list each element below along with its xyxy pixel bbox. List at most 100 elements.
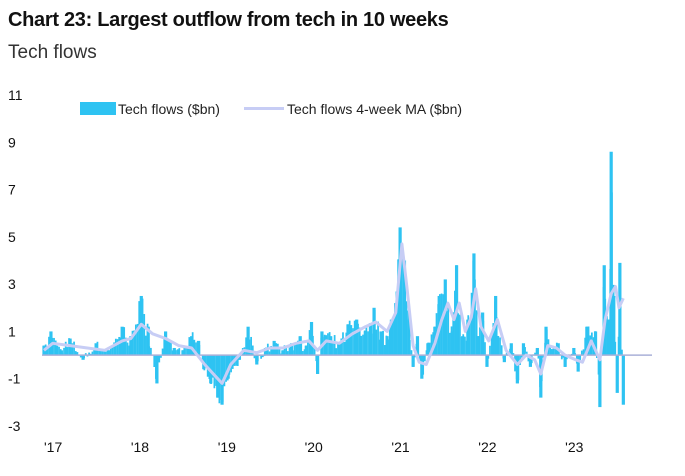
flow-bar <box>534 352 536 356</box>
flow-bar <box>484 342 486 356</box>
flow-bar <box>54 340 57 356</box>
flow-bar <box>251 345 254 356</box>
flow-bar <box>295 342 298 356</box>
flow-bar <box>309 321 314 356</box>
flow-bar <box>410 350 413 356</box>
flow-bar <box>150 347 152 356</box>
flow-bar <box>415 336 420 356</box>
flow-bar <box>223 355 226 387</box>
flow-bar <box>528 355 532 367</box>
flow-bar <box>550 350 554 356</box>
flow-bar <box>281 350 285 356</box>
flow-bar <box>329 336 333 356</box>
flow-bar <box>263 347 268 356</box>
flow-bar <box>107 350 111 356</box>
flow-bar <box>466 319 470 356</box>
flow-bar <box>164 331 168 356</box>
flow-bar <box>307 340 309 356</box>
flow-bar <box>443 279 447 356</box>
flow-bar <box>402 260 407 356</box>
flow-bar <box>602 265 606 356</box>
flow-bar <box>372 307 376 356</box>
flow-bar <box>497 335 500 356</box>
flow-bar <box>56 345 59 356</box>
flow-bar <box>542 355 545 358</box>
flow-bar <box>524 347 526 356</box>
chart-subtitle: Tech flows <box>8 42 97 63</box>
flow-bar <box>76 352 79 356</box>
flow-bar <box>560 355 563 360</box>
flow-bar <box>521 343 526 356</box>
flow-bar <box>98 349 100 356</box>
flow-bar <box>293 344 296 356</box>
flow-bar <box>46 346 49 356</box>
flow-bar <box>237 355 242 360</box>
flow-bar <box>278 349 281 356</box>
flow-bar <box>172 347 176 356</box>
flow-bar <box>539 355 543 398</box>
flow-bar <box>621 355 625 405</box>
flow-bar <box>490 332 493 356</box>
flow-bar <box>476 336 480 356</box>
flow-bar <box>327 333 329 356</box>
flow-bar <box>428 342 431 356</box>
flow-bar <box>621 349 623 356</box>
flow-bar <box>216 355 220 398</box>
flow-bar <box>512 353 515 356</box>
x-tick-label: '18 <box>131 439 149 455</box>
x-axis: '17 '18 '19 '20 '21 '22 '23 <box>44 439 584 455</box>
flow-bar <box>576 355 580 372</box>
flow-bar <box>211 355 214 378</box>
flow-bar <box>525 351 528 356</box>
flow-bar <box>360 335 363 356</box>
flow-bar <box>499 337 501 356</box>
flow-bar <box>398 227 402 356</box>
flow-bar <box>394 303 398 356</box>
flow-bar <box>563 355 567 367</box>
flow-bar <box>420 355 424 379</box>
y-tick-label: 1 <box>8 323 16 339</box>
flow-bar <box>283 345 286 356</box>
flow-bar <box>388 326 391 356</box>
flow-bar <box>572 347 576 356</box>
y-axis: 11 9 7 5 3 1 -1 -3 <box>8 87 23 434</box>
flow-bar <box>457 313 460 356</box>
flow-bar <box>58 346 60 356</box>
flow-bar <box>479 327 481 356</box>
legend-label-ma: Tech flows 4-week MA ($bn) <box>287 101 462 117</box>
flow-bar <box>397 259 399 356</box>
flow-bar <box>286 351 289 356</box>
flow-bar <box>178 348 181 356</box>
flow-bar <box>554 347 556 356</box>
flow-bar <box>66 347 69 356</box>
flow-bar <box>114 338 117 356</box>
flow-bar <box>253 355 256 359</box>
flow-bar <box>469 319 471 356</box>
y-tick-label: 3 <box>8 276 16 292</box>
flow-bar <box>423 355 426 362</box>
flow-bar <box>126 342 129 356</box>
flow-bar <box>255 355 259 365</box>
flow-bar <box>606 315 608 356</box>
flow-bar <box>392 319 394 356</box>
flow-bar <box>124 337 127 356</box>
flow-bar <box>426 343 430 356</box>
flow-bar <box>447 303 450 356</box>
flow-bar <box>302 351 304 356</box>
y-tick-label: -3 <box>8 418 21 434</box>
flow-bar <box>346 324 350 356</box>
flow-bar <box>103 349 106 356</box>
flow-bar <box>285 346 288 356</box>
flow-bar <box>297 340 299 356</box>
flow-bar <box>461 336 465 356</box>
flow-bar <box>111 345 114 356</box>
flow-bar <box>213 355 216 389</box>
flow-bar <box>459 314 461 356</box>
flow-bar <box>549 345 551 356</box>
legend-label-bars: Tech flows ($bn) <box>118 101 220 117</box>
flow-bar <box>335 348 338 356</box>
flow-bar <box>407 319 411 356</box>
flow-bar <box>53 337 55 356</box>
flow-bar <box>332 342 334 356</box>
flow-bar <box>348 320 351 356</box>
